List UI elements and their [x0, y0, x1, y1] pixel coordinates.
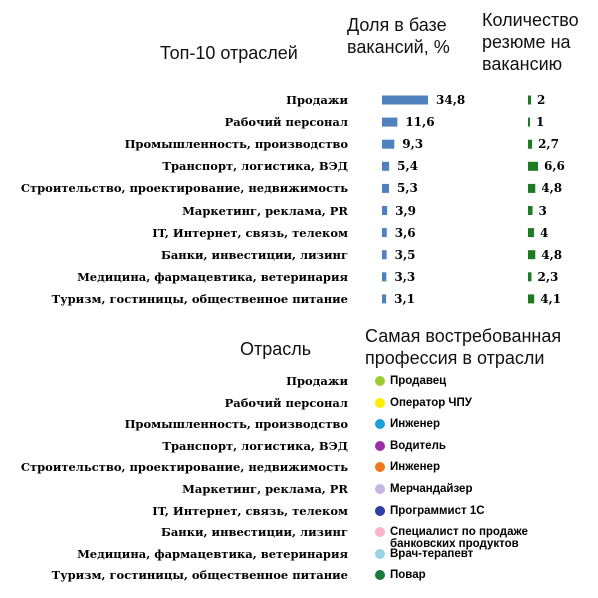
- profession-label: Инженер: [390, 418, 440, 431]
- share-value-label: 34,8: [436, 93, 466, 107]
- chart-title: Топ-10 отраслей: [160, 43, 298, 63]
- resume-value-label: 2,7: [538, 137, 559, 152]
- share-value-label: 3,6: [394, 225, 416, 240]
- share-bar: [382, 206, 388, 215]
- profession-label: Специалист по продаже банковских продукт…: [390, 526, 528, 551]
- share-bar: [382, 161, 390, 171]
- share-value-label: 3,3: [394, 269, 416, 284]
- profession-dot-icon: [375, 484, 385, 494]
- resume-value-label: 1: [536, 115, 545, 130]
- profession-dot-icon: [375, 397, 385, 408]
- profession-dot-icon: [375, 462, 385, 473]
- category-label: Транспорт, логистика, ВЭД: [162, 159, 348, 174]
- profession-label: Продавец: [390, 375, 447, 387]
- share-value-label: 3,1: [394, 291, 415, 306]
- profession-dot-icon: [375, 548, 385, 559]
- category-label: Медицина, фармацевтика, ветеринария: [77, 269, 348, 284]
- resume-bar: [528, 139, 533, 149]
- resume-bar: [528, 95, 532, 105]
- industry-label: Продажи: [286, 374, 348, 388]
- profession-label: Повар: [390, 569, 426, 582]
- profession-label: Мерчандайзер: [390, 483, 473, 495]
- resume-bar: [528, 206, 533, 215]
- share-bar: [382, 183, 390, 193]
- resume-value-label: 4,8: [541, 181, 563, 196]
- profession-dot-icon: [375, 419, 385, 430]
- profession-label: Инженер: [390, 461, 440, 474]
- share-value-label: 3,9: [395, 203, 417, 218]
- category-label: Рабочий персонал: [224, 115, 348, 130]
- profession-dot-icon: [375, 505, 385, 516]
- resume-bar: [528, 117, 530, 127]
- resume-bar: [528, 161, 538, 171]
- resume-value-label: 4: [540, 225, 549, 240]
- resume-bar: [528, 272, 532, 282]
- share-bar: [382, 272, 387, 282]
- resume-bar: [528, 228, 535, 238]
- share-value-label: 5,3: [397, 181, 418, 196]
- profession-dot-icon: [375, 376, 385, 386]
- category-label: Туризм, гостиницы, общественное питание: [51, 291, 348, 306]
- category-label: Промышленность, производство: [124, 137, 348, 152]
- share-bar: [382, 117, 398, 127]
- resume-value-label: 6,6: [544, 159, 565, 174]
- industry-label: Рабочий персонал: [224, 395, 348, 410]
- resume-value-label: 4,8: [541, 247, 563, 262]
- profession-label: Водитель: [390, 439, 446, 452]
- industry-label: Транспорт, логистика, ВЭД: [162, 438, 348, 453]
- profession-label: Программист 1С: [390, 504, 485, 517]
- industry-label: Строительство, проектирование, недвижимо…: [20, 460, 348, 475]
- share-value-label: 5,4: [397, 159, 419, 174]
- category-label: Продажи: [286, 93, 348, 107]
- resume-bar: [528, 294, 535, 304]
- profession-label: Врач-терапевт: [390, 547, 474, 560]
- share-value-label: 9,3: [402, 137, 424, 152]
- resume-value-label: 2,3: [537, 269, 559, 284]
- profession-dot-icon: [375, 570, 385, 581]
- share-bar: [382, 139, 395, 149]
- share-bar: [382, 250, 387, 260]
- industry-label: Маркетинг, реклама, PR: [182, 482, 348, 496]
- share-header: Доля в базе вакансий, %: [347, 15, 450, 57]
- industry-label: Промышленность, производство: [124, 417, 348, 432]
- industry-label: IT, Интернет, связь, телеком: [152, 503, 348, 518]
- category-label: Маркетинг, реклама, PR: [182, 203, 348, 218]
- industry-label: Туризм, гостиницы, общественное питание: [51, 568, 348, 583]
- category-label: Строительство, проектирование, недвижимо…: [20, 181, 348, 196]
- share-bar: [382, 95, 428, 105]
- share-bar: [382, 294, 387, 304]
- profession-dot-icon: [375, 440, 385, 451]
- industry-header: Отрасль: [240, 339, 312, 359]
- resume-value-label: 3: [538, 203, 547, 218]
- industry-label: Банки, инвестиции, лизинг: [161, 525, 348, 540]
- profession-header: Самая востребованная профессия в отрасли: [365, 326, 562, 368]
- category-label: Банки, инвестиции, лизинг: [161, 247, 348, 262]
- share-value-label: 3,5: [394, 247, 416, 262]
- resume-bar: [528, 250, 536, 260]
- resume-value-label: 4,1: [540, 291, 562, 306]
- share-value-label: 11,6: [405, 115, 435, 130]
- resume-value-label: 2: [537, 93, 546, 107]
- share-bar: [382, 228, 387, 238]
- resume-bar: [528, 183, 536, 193]
- category-label: IT, Интернет, связь, телеком: [152, 225, 348, 240]
- profession-dot-icon: [375, 527, 385, 538]
- resume-header: Количество резюме на вакансию: [482, 10, 579, 74]
- industry-label: Медицина, фармацевтика, ветеринария: [77, 546, 348, 561]
- profession-label: Оператор ЧПУ: [390, 396, 472, 409]
